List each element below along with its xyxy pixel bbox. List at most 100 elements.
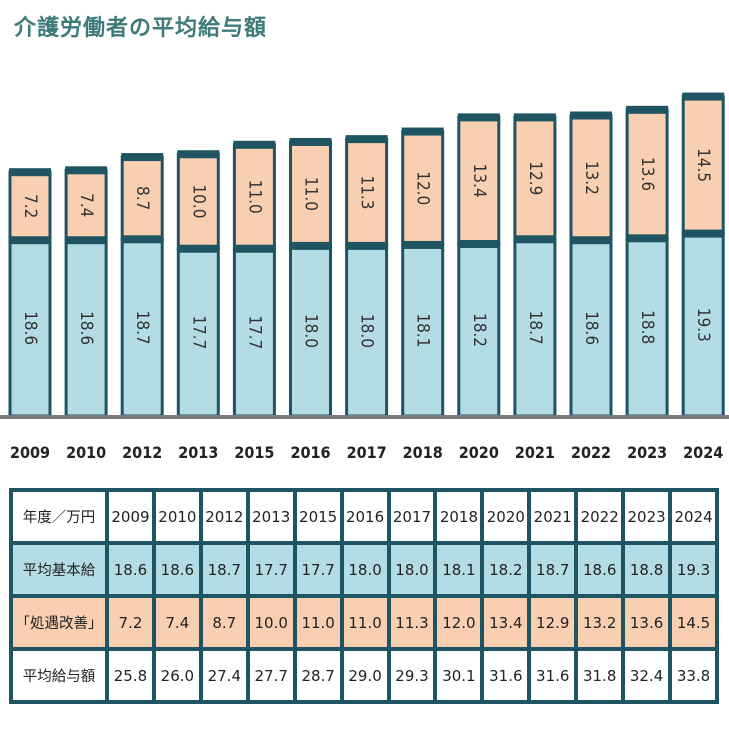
table-cell: 14.5 <box>668 594 719 651</box>
bar-base-cap <box>345 241 388 250</box>
table-cell: 31.6 <box>527 647 579 704</box>
bar-base-label: 18.7 <box>525 311 545 345</box>
table-cell: 18.7 <box>198 541 250 598</box>
table-cell: 31.8 <box>574 647 626 704</box>
bar-base-cap <box>177 244 220 253</box>
bar-bonus-label: 13.6 <box>637 157 657 191</box>
bar-base-label: 18.0 <box>357 314 377 348</box>
x-axis-line <box>0 415 729 419</box>
x-tick-label: 2018 <box>403 443 443 462</box>
table-cell: 27.4 <box>198 647 250 704</box>
table-cell: 8.7 <box>198 594 250 651</box>
bar-base <box>232 247 276 418</box>
x-tick-label: 2024 <box>683 443 723 462</box>
x-tick-label: 2012 <box>122 443 162 462</box>
bar-base <box>457 242 501 418</box>
bar-bonus-label: 8.7 <box>132 186 152 210</box>
bar-base-label: 18.6 <box>581 311 601 345</box>
table-cell: 33.8 <box>668 647 719 704</box>
table-cell: 17.7 <box>292 541 344 598</box>
bar-base-cap <box>682 229 725 238</box>
bar-bonus-cap <box>682 92 725 101</box>
table-cell: 11.0 <box>339 594 391 651</box>
table-cell: 13.4 <box>480 594 532 651</box>
bar-bonus-cap <box>289 137 332 146</box>
table-cell: 17.7 <box>245 541 297 598</box>
table-cell: 29.3 <box>386 647 438 704</box>
bar-base-cap <box>65 236 108 245</box>
table-cell: 2012 <box>198 488 250 545</box>
table-cell: 2021 <box>527 488 579 545</box>
bar-bonus <box>289 140 332 248</box>
bar-base-cap <box>401 240 444 249</box>
bar-bonus-cap <box>65 166 108 175</box>
table-cell: 26.0 <box>151 647 203 704</box>
bar-base-cap <box>570 236 612 245</box>
table-cell: 2017 <box>386 488 438 545</box>
bar-base-cap <box>513 235 556 244</box>
bar-base <box>513 237 557 418</box>
bar-bonus-cap <box>345 135 388 144</box>
bar-base-cap <box>121 235 164 244</box>
table-row: 平均基本給 18.6 18.6 18.7 17.7 17.7 18.0 18.0 18.1 18.… <box>9 541 719 598</box>
bar-base-label: 19.3 <box>693 308 713 342</box>
bar-base-label: 18.6 <box>20 311 40 345</box>
x-tick-label: 2017 <box>347 443 387 462</box>
bar-base-label: 18.2 <box>469 313 489 347</box>
bar-base-cap <box>289 241 332 250</box>
bar-base-label: 18.0 <box>301 314 321 348</box>
bar-base-cap <box>233 244 276 253</box>
bar-bonus-label: 13.4 <box>469 164 489 198</box>
table-row: 平均給与額 25.8 26.0 27.4 27.7 28.7 29.0 29.3 30.1 31.… <box>9 647 719 704</box>
table-cell: 30.1 <box>433 647 485 704</box>
table-cell: 28.7 <box>292 647 344 704</box>
x-tick-label: 2020 <box>459 443 499 462</box>
bar-bonus-label: 12.9 <box>525 161 545 195</box>
bar-base-cap <box>626 234 669 243</box>
table-cell: 2022 <box>574 488 626 545</box>
bar-bonus-cap <box>626 105 669 114</box>
x-tick-label: 2009 <box>10 443 50 462</box>
data-table: 年度／万円 2009 2010 2012 2013 2015 2016 2017 2018 202… <box>9 488 719 704</box>
bar-bonus-cap <box>457 113 500 122</box>
table-cell: 29.0 <box>339 647 391 704</box>
bar-bonus-label: 7.4 <box>76 193 96 217</box>
table-cell: 2018 <box>433 488 485 545</box>
table-cell: 18.0 <box>339 541 391 598</box>
bar-bonus <box>457 115 501 246</box>
bar-bonus-label: 11.0 <box>244 180 264 214</box>
bar-bonus-cap <box>513 113 556 122</box>
bar-bonus-label: 13.2 <box>581 161 601 195</box>
table-cell: 18.1 <box>433 541 485 598</box>
bar-bonus-label: 11.3 <box>357 175 377 209</box>
table-cell: 18.0 <box>386 541 438 598</box>
table-cell: 13.6 <box>621 594 673 651</box>
bar-bonus-cap <box>401 127 444 136</box>
x-tick-label: 2010 <box>66 443 106 462</box>
table-cell: 2009 <box>105 488 156 545</box>
x-tick-label: 2021 <box>515 443 555 462</box>
bar-base-cap <box>9 236 51 245</box>
table-cell: 12.0 <box>433 594 485 651</box>
bar-bonus-cap <box>121 153 164 162</box>
table-cell: 19.3 <box>668 541 719 598</box>
x-tick-label: 2023 <box>627 443 667 462</box>
bar-bonus-cap <box>9 168 51 177</box>
table-cell: 13.2 <box>574 594 626 651</box>
table-cell: 7.4 <box>151 594 203 651</box>
bar-bonus-cap <box>233 140 276 149</box>
bar-bonus-cap <box>570 111 612 120</box>
table-cell: 2010 <box>151 488 203 545</box>
x-tick-label: 2016 <box>290 443 330 462</box>
table-row-label: 「処遇改善」 <box>9 594 109 651</box>
bar-base-label: 18.1 <box>413 313 433 347</box>
bar-base-label: 18.6 <box>76 311 96 345</box>
table-cell: 2013 <box>245 488 297 545</box>
bar-bonus <box>513 115 557 241</box>
table-cell: 11.0 <box>292 594 344 651</box>
bar-bonus-cap <box>177 150 220 159</box>
table-cell: 10.0 <box>245 594 297 651</box>
bar-base-cap <box>457 240 500 249</box>
table-cell: 18.7 <box>527 541 579 598</box>
table-cell: 2020 <box>480 488 532 545</box>
